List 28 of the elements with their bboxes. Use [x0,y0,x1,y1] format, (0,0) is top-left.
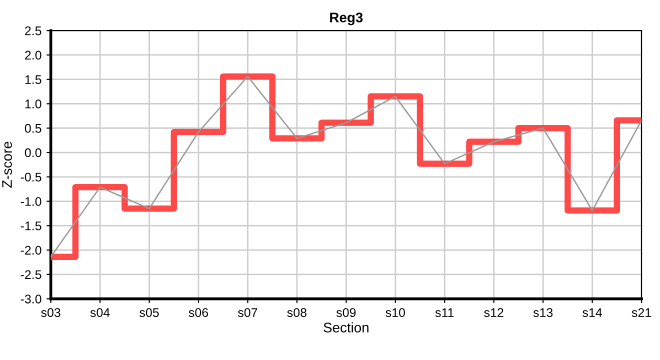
chart-title: Reg3 [330,12,363,26]
x-tick-label: s09 [336,308,356,318]
y-tick-label: -1.5 [20,222,42,230]
x-axis-title: Section [324,322,368,332]
y-axis-title: Z-score [2,142,12,188]
y-tick-label: 1.0 [25,100,42,108]
x-tick-label: s21 [632,308,651,318]
x-tick-label: s13 [533,308,553,318]
y-tick-label: -2.0 [20,246,42,255]
x-tick-label: s05 [140,308,159,318]
y-tick-label: 2.0 [25,50,42,60]
y-tick-label: 1.5 [25,75,42,84]
x-tick-label: s07 [238,308,258,318]
x-tick-label: s12 [484,308,504,318]
x-tick-label: s08 [287,308,306,318]
x-tick-label: s11 [435,308,454,318]
y-tick-label: -0.5 [20,172,42,182]
y-tick-label: 0.5 [24,124,42,133]
x-tick-label: s06 [188,308,208,318]
y-tick-label: 0.0 [24,148,42,158]
y-tick-label: -2.5 [20,270,42,280]
x-tick-label: s03 [41,308,60,318]
x-tick-label: s04 [90,308,110,318]
x-tick-label: s14 [582,308,602,318]
y-tick-label: -3.0 [20,294,42,304]
y-tick-label: 2.5 [25,26,42,36]
x-tick-label: s10 [386,308,405,318]
y-tick-label: -1.0 [20,197,42,206]
